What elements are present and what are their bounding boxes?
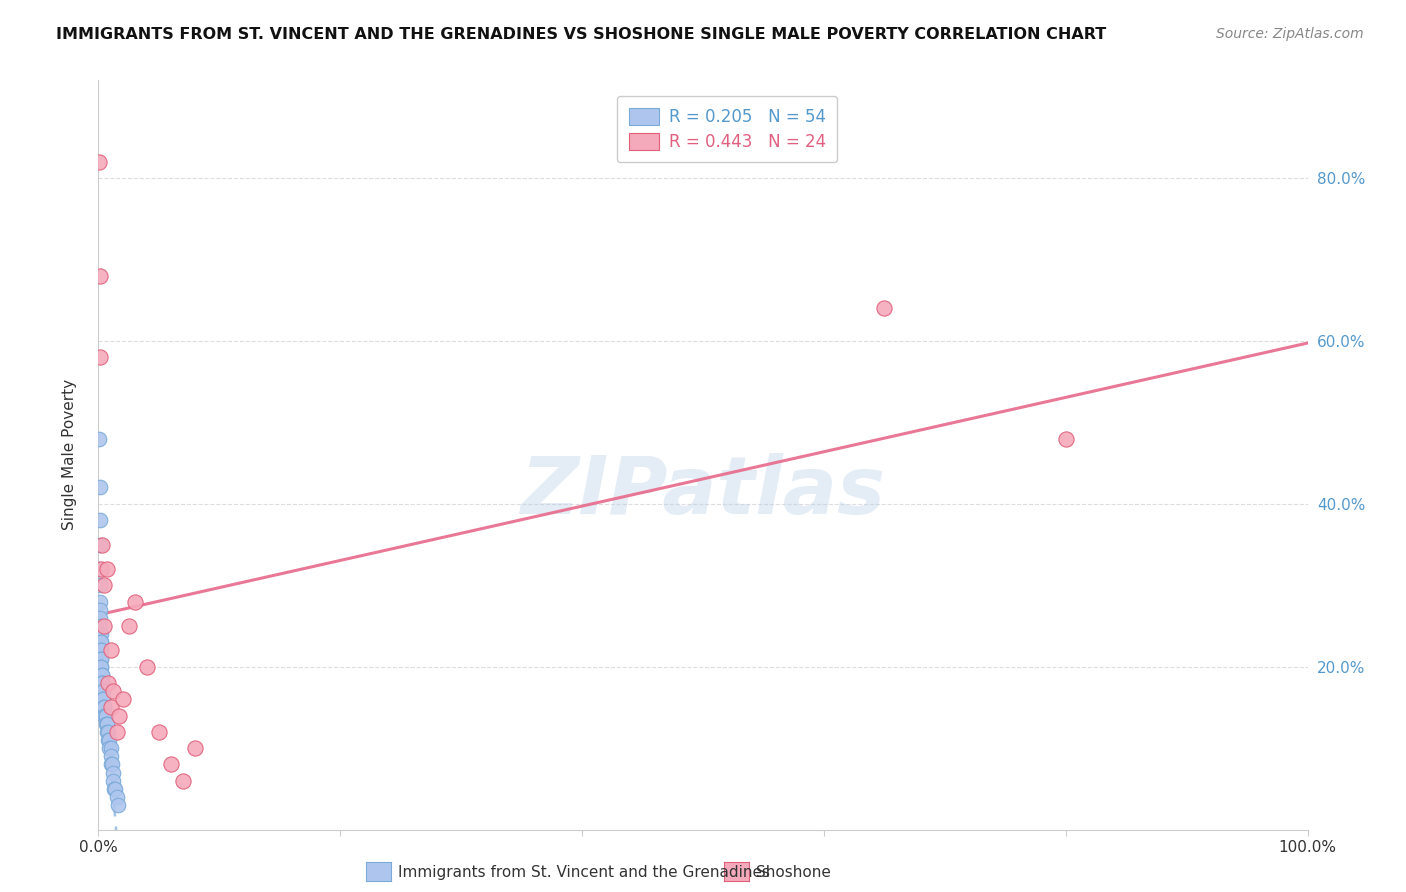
Point xyxy=(90,659,112,673)
Point xyxy=(172,773,194,788)
Point xyxy=(93,578,115,592)
Point xyxy=(100,643,122,657)
Point xyxy=(89,578,111,592)
Point xyxy=(90,651,112,665)
Point xyxy=(91,676,114,690)
Point xyxy=(89,627,111,641)
Point xyxy=(111,692,134,706)
Point xyxy=(89,611,111,625)
Point xyxy=(87,154,110,169)
Point xyxy=(94,708,117,723)
Point xyxy=(160,757,183,772)
Point xyxy=(100,757,122,772)
Point xyxy=(1054,432,1077,446)
Point xyxy=(89,350,111,364)
Point xyxy=(91,692,114,706)
Point xyxy=(90,643,112,657)
Point xyxy=(90,659,112,673)
Point xyxy=(93,700,115,714)
Point xyxy=(108,708,131,723)
Point xyxy=(93,700,115,714)
Y-axis label: Single Male Poverty: Single Male Poverty xyxy=(62,379,77,531)
Legend: R = 0.205   N = 54, R = 0.443   N = 24: R = 0.205 N = 54, R = 0.443 N = 24 xyxy=(617,96,838,162)
Point xyxy=(873,301,896,316)
Point xyxy=(91,537,114,551)
Point xyxy=(107,798,129,813)
Point xyxy=(91,668,114,682)
Point xyxy=(96,716,118,731)
Point xyxy=(94,708,117,723)
Point xyxy=(105,789,128,804)
Point xyxy=(89,537,111,551)
Point xyxy=(118,619,141,633)
Point xyxy=(89,619,111,633)
Point xyxy=(100,749,122,764)
Point xyxy=(93,700,115,714)
Point xyxy=(98,733,121,747)
Point xyxy=(124,594,146,608)
Text: Shoshone: Shoshone xyxy=(756,865,831,880)
Text: Source: ZipAtlas.com: Source: ZipAtlas.com xyxy=(1216,27,1364,41)
Point xyxy=(97,676,120,690)
Text: IMMIGRANTS FROM ST. VINCENT AND THE GRENADINES VS SHOSHONE SINGLE MALE POVERTY C: IMMIGRANTS FROM ST. VINCENT AND THE GREN… xyxy=(56,27,1107,42)
Point xyxy=(103,781,125,796)
Point xyxy=(89,513,111,527)
Point xyxy=(89,432,111,446)
Point xyxy=(100,741,122,756)
Point xyxy=(91,684,114,698)
Point xyxy=(101,765,124,780)
Point xyxy=(101,684,124,698)
Point xyxy=(90,627,112,641)
Point xyxy=(91,676,114,690)
Point xyxy=(135,659,157,673)
Point xyxy=(105,724,128,739)
Point xyxy=(90,651,112,665)
Point xyxy=(89,594,111,608)
Text: Immigrants from St. Vincent and the Grenadines: Immigrants from St. Vincent and the Gren… xyxy=(398,865,770,880)
Point xyxy=(101,773,124,788)
Point xyxy=(184,741,207,756)
Point xyxy=(100,700,122,714)
Point xyxy=(148,724,170,739)
Point xyxy=(91,684,114,698)
Point xyxy=(93,619,115,633)
Point xyxy=(96,562,118,576)
Point xyxy=(90,562,112,576)
Text: ZIPatlas: ZIPatlas xyxy=(520,453,886,532)
Point xyxy=(97,724,120,739)
Point xyxy=(90,635,112,649)
Point xyxy=(96,724,118,739)
Point xyxy=(96,716,118,731)
Point xyxy=(91,692,114,706)
Point xyxy=(97,733,120,747)
Point xyxy=(89,562,111,576)
Point xyxy=(89,268,111,283)
Point xyxy=(91,668,114,682)
Point xyxy=(94,716,117,731)
Point xyxy=(98,741,121,756)
Point xyxy=(89,481,111,495)
Point xyxy=(93,708,115,723)
Point xyxy=(91,692,114,706)
Point xyxy=(100,757,122,772)
Point xyxy=(91,676,114,690)
Point xyxy=(90,643,112,657)
Point xyxy=(89,602,111,616)
Point xyxy=(104,781,127,796)
Point xyxy=(90,635,112,649)
